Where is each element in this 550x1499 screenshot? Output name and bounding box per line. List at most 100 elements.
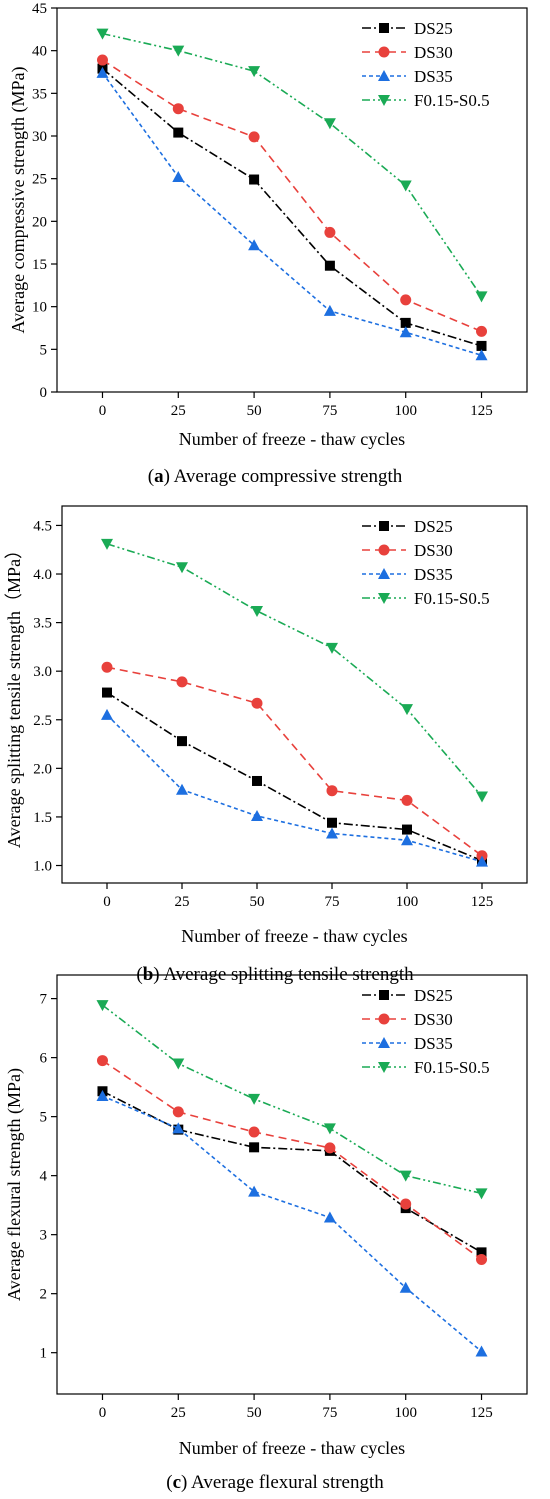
data-point-f0-15-s0-5	[96, 28, 109, 40]
data-point-f0-15-s0-5	[172, 45, 185, 57]
data-point-ds35	[96, 1089, 109, 1101]
data-point-ds25	[324, 260, 335, 271]
plot-frame	[56, 974, 528, 1395]
data-point-ds35	[323, 304, 336, 316]
legend-label-ds25: DS25	[414, 986, 453, 1005]
y-tick-label: 2	[40, 1287, 48, 1303]
data-point-f0-15-s0-5	[399, 1170, 412, 1182]
series-line-ds35	[101, 72, 482, 357]
series-ds35	[101, 708, 488, 867]
series-line-ds25	[102, 1090, 482, 1254]
x-tick-label: 25	[175, 894, 190, 910]
legend-label-ds30: DS30	[414, 43, 453, 62]
data-point-ds25	[102, 687, 112, 698]
series-ds25	[97, 1086, 487, 1258]
panel-caption: (c) Average flexural strength	[166, 1472, 384, 1493]
data-point-ds35	[172, 1122, 185, 1134]
data-point-ds35	[326, 827, 338, 839]
y-tick-label: 1.0	[33, 859, 52, 875]
data-point-ds25	[252, 775, 262, 786]
x-tick-label: 100	[396, 894, 419, 910]
legend-marker-f0-15-s0-5	[378, 95, 390, 106]
data-point-f0-15-s0-5	[401, 704, 413, 716]
legend-marker-ds30	[378, 1013, 390, 1025]
legend-label-f0-15-s0-5: F0.15-S0.5	[414, 1058, 490, 1077]
x-tick-label: 25	[171, 1405, 186, 1421]
y-tick-label: 40	[32, 44, 47, 60]
legend-label-f0-15-s0-5: F0.15-S0.5	[414, 91, 490, 110]
legend-marker-ds35	[378, 70, 390, 81]
x-tick-label: 0	[99, 403, 107, 419]
x-tick-label: 125	[470, 403, 493, 419]
series-ds25	[102, 687, 487, 866]
y-tick-label: 10	[32, 300, 47, 316]
legend-label-ds35: DS35	[414, 67, 453, 86]
data-point-ds30	[248, 131, 260, 143]
data-point-f0-15-s0-5	[399, 180, 412, 192]
data-point-f0-15-s0-5	[326, 642, 338, 654]
x-tick-label: 0	[103, 894, 111, 910]
y-tick-label: 7	[40, 992, 48, 1008]
x-tick-label: 50	[247, 1405, 262, 1421]
chart-panel-c: 0 25 50 75 100 125 1 2 3 4 5 6 7 Number of freeze - t…	[4, 974, 528, 1493]
caption-letter: c	[173, 1472, 181, 1493]
legend-marker-ds25	[379, 990, 389, 1000]
y-tick-label: 35	[32, 86, 47, 102]
series-line-ds30	[106, 666, 483, 857]
data-point-ds35	[476, 855, 488, 867]
series-ds30	[96, 1055, 488, 1265]
series-ds30	[101, 661, 488, 862]
data-point-ds25	[400, 317, 411, 328]
data-point-ds30	[96, 1055, 108, 1067]
y-axis-title: Average flexural strength (MPa)	[4, 1068, 25, 1301]
data-point-ds30	[96, 54, 108, 66]
y-tick-label: 2.0	[33, 761, 52, 777]
data-point-f0-15-s0-5	[323, 118, 336, 130]
data-point-ds30	[172, 103, 184, 115]
series-f0-15-s0-5	[101, 538, 488, 803]
data-point-ds25	[249, 174, 260, 185]
data-point-ds30	[101, 661, 113, 673]
data-point-f0-15-s0-5	[476, 791, 488, 803]
legend-marker-ds25	[379, 521, 389, 531]
legend-label-ds35: DS35	[414, 1034, 453, 1053]
y-tick-label: 3.5	[33, 616, 52, 632]
caption-paren-open: (	[148, 466, 154, 487]
data-point-ds35	[251, 809, 263, 821]
plot-frame	[56, 7, 528, 393]
x-axis-title: Number of freeze - thaw cycles	[179, 429, 405, 449]
data-point-ds30	[476, 325, 488, 337]
data-point-ds30	[476, 1253, 488, 1265]
legend-label-ds25: DS25	[414, 19, 453, 38]
data-point-ds25	[476, 340, 487, 351]
legend-marker-ds25	[379, 23, 389, 33]
y-tick-label: 4.5	[33, 518, 52, 534]
series-f0-15-s0-5	[96, 28, 488, 303]
x-tick-label: 50	[250, 894, 265, 910]
y-tick-label: 3	[40, 1228, 48, 1244]
series-line-ds25	[106, 691, 483, 862]
y-tick-label: 5	[40, 342, 48, 358]
x-tick-label: 75	[322, 403, 337, 419]
data-point-ds30	[400, 294, 412, 306]
series-line-f0-15-s0-5	[101, 1004, 482, 1195]
data-point-ds30	[172, 1106, 184, 1118]
legend: DS25 DS30 DS35 F0.15-S0.5	[362, 986, 490, 1077]
caption-title: Average flexural strength	[191, 1472, 384, 1493]
caption-paren-close: )	[181, 1472, 191, 1493]
data-point-ds35	[248, 239, 261, 251]
data-point-f0-15-s0-5	[96, 1000, 109, 1012]
x-tick-label: 125	[470, 1405, 493, 1421]
data-point-ds35	[475, 1345, 488, 1357]
y-axis-title: Average splitting tensile strength（MPa）	[4, 541, 24, 848]
legend: DS25 DS30 DS35 F0.15-S0.5	[362, 517, 490, 608]
series-line-ds25	[101, 67, 482, 347]
data-point-ds30	[401, 794, 413, 806]
x-tick-label: 125	[471, 894, 494, 910]
data-point-ds35	[248, 1185, 261, 1197]
series-line-ds35	[102, 1095, 483, 1353]
series-ds30	[96, 54, 488, 337]
x-tick-label: 100	[394, 403, 417, 419]
data-point-ds25	[476, 1247, 487, 1258]
y-tick-label: 6	[40, 1051, 48, 1067]
